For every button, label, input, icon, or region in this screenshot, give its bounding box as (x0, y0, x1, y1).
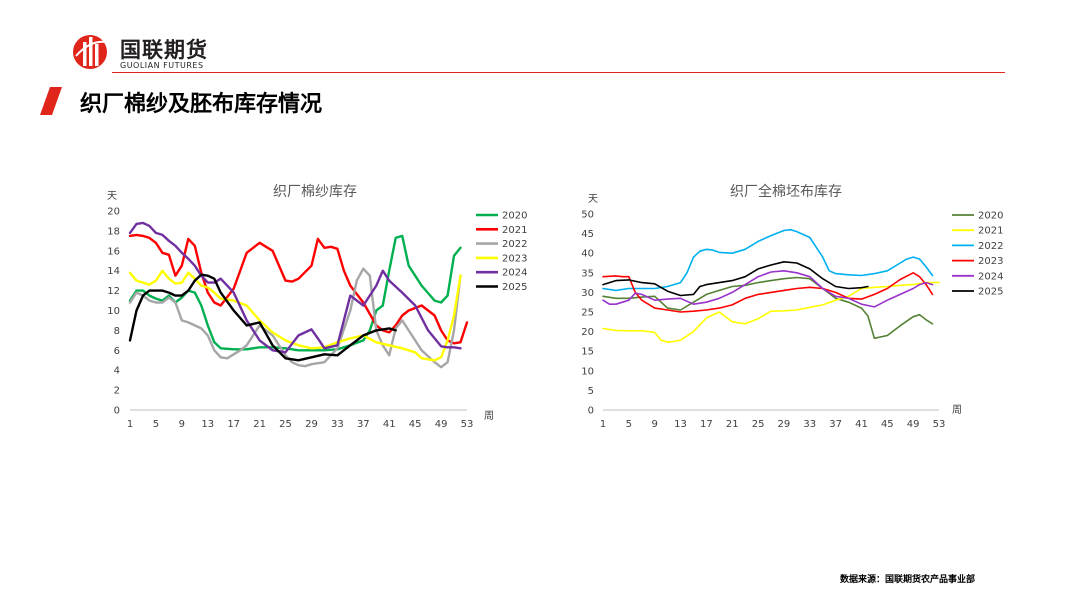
x-tick-label: 17 (227, 419, 240, 430)
y-tick-label: 2 (114, 386, 120, 397)
legend-label-2021: 2021 (978, 226, 1003, 237)
y-tick-label: 18 (107, 226, 120, 237)
series-line-2024 (602, 269, 934, 308)
x-tick-label: 49 (907, 419, 920, 430)
x-tick-label: 37 (829, 419, 842, 430)
y-tick-label: 20 (107, 207, 120, 218)
series-line-2025 (602, 260, 869, 297)
x-tick-label: 21 (726, 419, 739, 430)
x-tick-label: 25 (752, 419, 765, 430)
header-divider (112, 72, 1005, 73)
legend-label-2025: 2025 (978, 287, 1003, 298)
series-line-2025 (128, 273, 397, 362)
y-tick-label: 0 (588, 406, 594, 417)
x-tick-label: 45 (409, 419, 422, 430)
x-tick-label: 41 (855, 419, 868, 430)
x-tick-label: 25 (279, 419, 292, 430)
x-tick-label: 45 (881, 419, 894, 430)
y-tick-label: 0 (114, 406, 120, 417)
x-tick-label: 5 (153, 419, 159, 430)
chart-title: 织厂棉纱库存 (273, 183, 357, 200)
y-tick-label: 10 (581, 366, 594, 377)
x-tick-label: 33 (803, 419, 816, 430)
series-line-2023 (602, 271, 934, 313)
y-tick-label: 25 (581, 308, 594, 319)
series-line-2020 (602, 276, 934, 340)
y-tick-label: 40 (581, 249, 594, 260)
legend-label-2023: 2023 (978, 256, 1003, 267)
chart-title: 织厂全棉坯布库存 (730, 183, 842, 200)
x-tick-label: 17 (700, 419, 713, 430)
y-unit-label: 天 (588, 194, 598, 205)
x-tick-label: 21 (253, 419, 266, 430)
legend-label-2024: 2024 (502, 268, 527, 279)
x-unit-label: 周 (484, 410, 494, 422)
x-unit-label: 周 (952, 404, 962, 416)
y-tick-label: 8 (114, 326, 120, 337)
y-tick-label: 14 (107, 266, 120, 277)
series-line-2021 (602, 281, 940, 344)
guolian-logo-icon (73, 35, 107, 69)
x-tick-label: 13 (674, 419, 687, 430)
x-tick-label: 13 (201, 419, 214, 430)
y-tick-label: 35 (581, 268, 594, 279)
legend-label-2020: 2020 (502, 211, 527, 222)
legend-label-2024: 2024 (978, 271, 1003, 282)
x-tick-label: 53 (933, 419, 946, 430)
logo-text-cn: 国联期货 (120, 38, 208, 62)
logo-text-en: GUOLIAN FUTURES (120, 61, 204, 70)
legend-label-2023: 2023 (502, 253, 527, 264)
x-tick-label: 9 (652, 419, 658, 430)
y-tick-label: 16 (107, 246, 120, 257)
y-unit-label: 天 (107, 191, 117, 202)
series-line-2021 (128, 233, 469, 345)
y-tick-label: 5 (588, 386, 594, 397)
legend-label-2021: 2021 (502, 225, 527, 236)
x-tick-label: 49 (435, 419, 448, 430)
x-tick-label: 41 (383, 419, 396, 430)
series-line-2022 (602, 228, 934, 292)
y-tick-label: 10 (107, 306, 120, 317)
legend-label-2020: 2020 (978, 211, 1003, 222)
x-tick-label: 29 (778, 419, 791, 430)
x-tick-label: 9 (179, 419, 185, 430)
page-title: 织厂棉纱及胚布库存情况 (80, 92, 323, 117)
legend-label-2022: 2022 (502, 239, 527, 250)
x-tick-label: 1 (127, 419, 133, 430)
x-tick-label: 5 (626, 419, 632, 430)
x-tick-label: 53 (461, 419, 474, 430)
y-tick-label: 4 (114, 366, 120, 377)
y-tick-label: 12 (107, 286, 120, 297)
series-line-2023 (128, 269, 462, 362)
y-tick-label: 30 (581, 288, 594, 299)
y-tick-label: 20 (581, 327, 594, 338)
x-tick-label: 33 (331, 419, 344, 430)
data-source-note: 数据来源：国联期货农产品事业部 (840, 575, 976, 585)
x-tick-label: 1 (600, 419, 606, 430)
y-tick-label: 50 (581, 210, 594, 221)
y-tick-label: 45 (581, 229, 594, 240)
y-tick-label: 6 (114, 346, 120, 357)
series-line-2024 (128, 221, 462, 354)
title-slash-icon (40, 87, 62, 115)
legend-label-2022: 2022 (978, 241, 1003, 252)
x-tick-label: 29 (305, 419, 318, 430)
y-tick-label: 15 (581, 347, 594, 358)
legend-label-2025: 2025 (502, 282, 527, 293)
x-tick-label: 37 (357, 419, 370, 430)
